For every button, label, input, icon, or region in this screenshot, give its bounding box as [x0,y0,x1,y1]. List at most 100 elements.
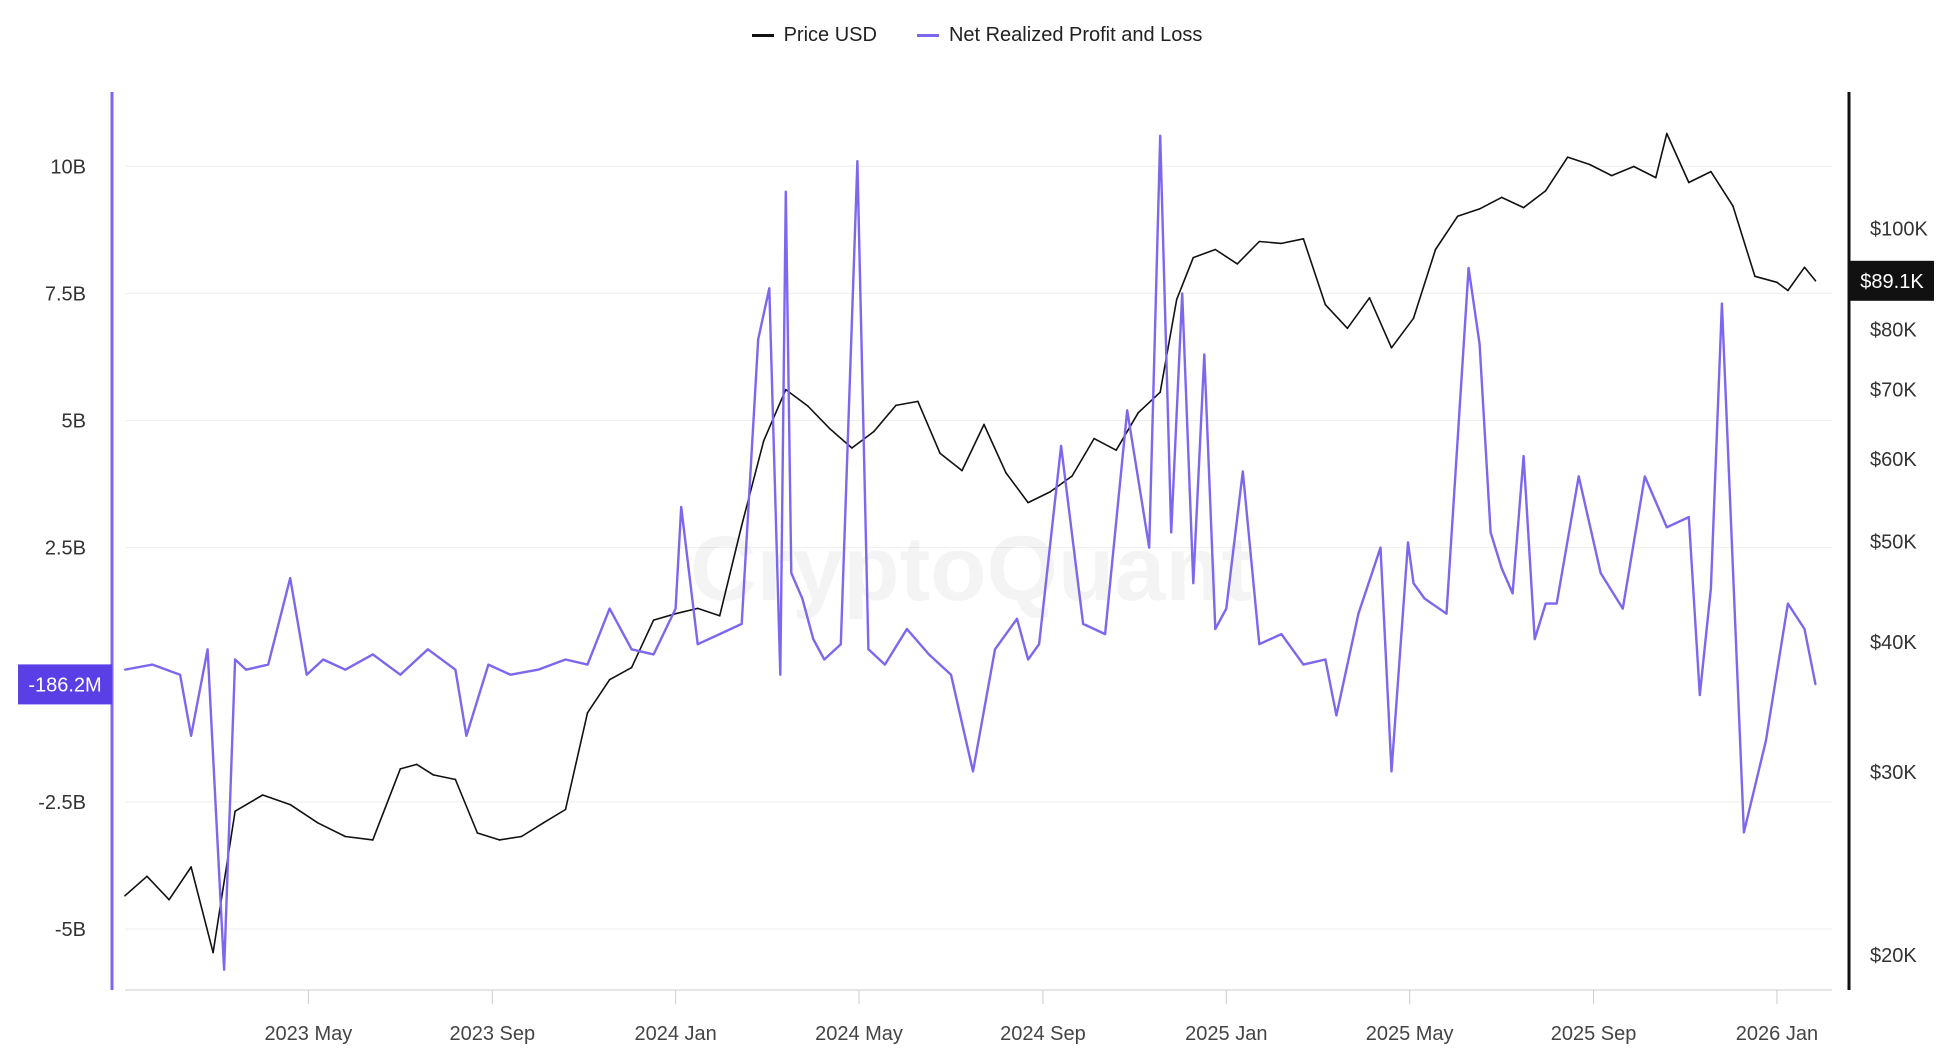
legend-swatch-price [751,34,774,37]
nrpl-point-86 [1599,572,1602,575]
nrpl-point-21 [564,658,567,661]
nrpl-point-49 [1027,658,1030,661]
price-point-47 [1175,298,1178,301]
price-point-24 [674,612,677,615]
nrpl-point-55 [1148,546,1151,549]
price-point-55 [1346,327,1349,330]
watermark: CryptoQuant [690,518,1252,620]
nrpl-point-22 [586,663,589,666]
legend-item-price[interactable]: Price USD [751,24,877,47]
left-tick-label-3: 2.5B [45,538,86,560]
x-tick-label-7: 2025 Sep [1551,1023,1637,1045]
nrpl-point-70 [1379,546,1382,549]
price-point-60 [1456,215,1459,218]
price-point-56 [1368,297,1371,299]
x-tick-label-1: 2023 Sep [449,1023,535,1045]
price-point-20 [586,711,589,714]
price-point-13 [432,774,435,776]
nrpl-point-59 [1192,582,1195,585]
price-point-19 [564,808,567,811]
price-point-65 [1566,156,1569,158]
price-point-30 [807,405,809,407]
nrpl-point-66 [1302,663,1305,666]
nrpl-point-20 [536,668,539,671]
nrpl-point-23 [608,607,611,610]
nrpl-point-78 [1489,531,1492,534]
nrpl-point-25 [652,653,655,656]
nrpl-point-92 [1709,587,1712,590]
nrpl-point-89 [1665,526,1668,529]
nrpl-point-32 [768,287,771,290]
nrpl-point-72 [1407,541,1410,544]
price-point-63 [1522,206,1525,209]
nrpl-point-15 [426,648,429,651]
nrpl-point-29 [718,633,721,636]
price-point-17 [520,835,523,838]
nrpl-point-30 [740,622,743,625]
legend-item-nrpl[interactable]: Net Realized Profit and Loss [916,24,1203,47]
nrpl-point-6 [234,658,237,661]
right-axis-ticks: $100K $80K $70K $60K $50K $40K $30K $20K [1870,219,1928,967]
price-point-40 [1027,501,1029,504]
nrpl-point-19 [509,673,512,676]
price-point-16 [498,839,501,841]
price-point-1 [146,875,148,878]
nrpl-point-67 [1324,658,1327,661]
nrpl-point-37 [812,638,815,641]
price-point-7 [289,803,291,806]
current-value-badges: -186.2M $89.1K [18,260,1934,705]
price-point-50 [1236,263,1239,265]
price-point-3 [190,866,192,868]
nrpl-point-61 [1214,627,1217,630]
left-tick-label-2: 5B [62,411,86,433]
nrpl-point-11 [322,658,325,661]
nrpl-point-50 [1038,643,1041,646]
price-point-67 [1610,174,1613,177]
x-tick-label-5: 2025 Jan [1185,1023,1267,1045]
nrpl-point-9 [289,577,292,580]
nrpl-point-17 [465,734,468,737]
right-tick-label-5: $40K [1870,632,1917,654]
price-series [124,132,1817,954]
price-point-44 [1115,449,1117,452]
right-tick-label-6: $30K [1870,762,1917,784]
left-tick-label-0: 10B [50,156,86,178]
nrpl-point-77 [1478,343,1481,346]
price-point-23 [652,619,655,621]
x-tick-label-3: 2024 May [815,1023,903,1045]
nrpl-point-74 [1423,597,1426,600]
nrpl-point-3 [190,734,193,737]
legend-label-nrpl: Net Realized Profit and Loss [948,24,1203,46]
nrpl-point-97 [1803,627,1806,630]
price-point-22 [630,666,633,669]
nrpl-point-64 [1258,643,1261,646]
nrpl-point-47 [994,648,997,651]
nrpl-point-34 [784,190,787,193]
nrpl-point-44 [927,653,930,656]
nrpl-point-39 [839,643,842,646]
price-point-37 [961,469,963,472]
nrpl-point-16 [454,668,457,671]
price-point-42 [1071,475,1073,477]
nrpl-point-69 [1357,612,1360,615]
nrpl-point-88 [1643,475,1646,478]
price-point-35 [917,400,919,403]
nrpl-point-81 [1522,455,1525,458]
price-point-76 [1787,289,1789,292]
price-point-72 [1710,170,1712,173]
price-point-4 [212,951,214,954]
price-point-28 [762,439,765,442]
nrpl-point-4 [206,648,209,651]
price-point-6 [261,794,264,796]
nrpl-point-79 [1500,566,1503,569]
price-point-18 [542,821,545,824]
nrpl-point-65 [1280,633,1283,636]
nrpl-point-51 [1060,444,1063,447]
price-point-29 [784,388,787,391]
price-point-48 [1192,256,1195,259]
price-point-71 [1688,181,1690,184]
right-tick-label-7: $20K [1870,945,1917,967]
price-point-25 [696,607,699,610]
nrpl-current-badge [18,664,112,705]
